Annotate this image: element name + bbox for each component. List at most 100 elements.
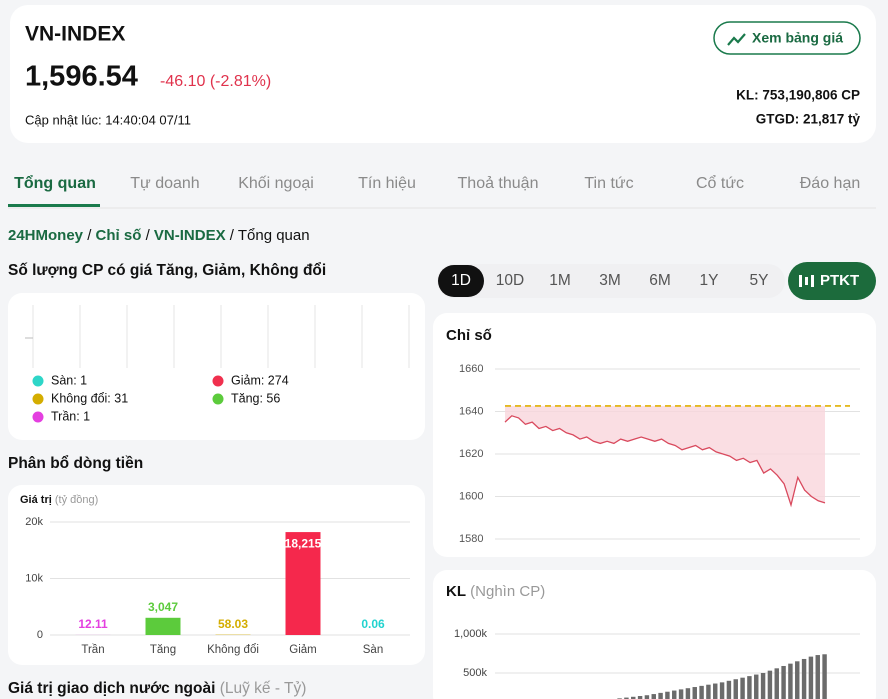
period-active[interactable]: [438, 265, 484, 297]
ptkt-frame[interactable]: [788, 262, 876, 300]
tab[interactable]: Tín hiệu: [358, 175, 416, 192]
y-tick-label: 1640: [459, 405, 483, 417]
bar: [699, 685, 704, 699]
tab[interactable]: Tự doanh: [130, 175, 199, 192]
breadcrumb-link[interactable]: VN-INDEX: [154, 227, 226, 244]
bar: [767, 670, 773, 699]
bar: [788, 663, 793, 699]
bar: [754, 674, 759, 699]
period-button[interactable]: 1D: [451, 272, 471, 289]
bar: [822, 654, 827, 699]
legend-swatch: [212, 393, 224, 405]
bar: [637, 696, 643, 699]
bar: [801, 658, 807, 699]
breadcrumb-link[interactable]: 24HMoney: [8, 227, 84, 244]
index-line: [504, 415, 826, 508]
index-price: 1,596.54: [25, 61, 138, 93]
ptkt-icon[interactable]: [805, 277, 808, 285]
y-tick-label: 1580: [459, 533, 483, 545]
tab[interactable]: Khối ngoại: [238, 175, 314, 192]
bar: [706, 684, 711, 699]
stock-count-card: [8, 293, 425, 440]
x-tick-label: Giảm: [289, 644, 316, 656]
breadcrumb-separator: /: [146, 227, 151, 244]
breadcrumb-separator: /: [87, 227, 92, 244]
bar: [631, 696, 636, 699]
ptkt-button[interactable]: PTKT: [788, 262, 876, 300]
value-label: 58.03: [218, 617, 248, 631]
y-tick-label: 1600: [459, 490, 483, 502]
period-button[interactable]: 5Y: [750, 272, 769, 289]
bar: [760, 673, 766, 699]
header-card: [10, 5, 876, 143]
y-tick-label: 10k: [25, 572, 43, 584]
index-change: -46.10 (-2.81%): [160, 73, 271, 90]
ptkt-icon[interactable]: [811, 275, 814, 287]
value-label: 0.06: [361, 617, 385, 631]
volume-card: [433, 570, 876, 699]
ptkt-icon[interactable]: [799, 275, 802, 287]
section-title: Phân bổ dòng tiền: [8, 455, 143, 472]
axis-title: Giá trị (tỷ đồng): [20, 494, 98, 506]
axis-title-unit: (tỷ đồng): [55, 494, 98, 506]
legend-label: Giảm: 274: [231, 373, 289, 387]
button-frame[interactable]: [713, 21, 861, 55]
total-value: GTGD: 21,817 tỷ: [756, 112, 861, 127]
bar: [644, 695, 650, 699]
x-tick-label: Tăng: [150, 644, 176, 656]
breadcrumb-link[interactable]: Chỉ số: [96, 227, 142, 244]
legend-swatch: [32, 411, 44, 423]
bar: [726, 680, 732, 699]
bar: [651, 694, 656, 699]
period-buttons: 1D 10D 1M 3M 6M 1Y 5Y: [438, 265, 768, 297]
button-label[interactable]: Xem bảng giá: [752, 30, 843, 46]
tab[interactable]: Đáo hạn: [800, 175, 861, 192]
bar: [145, 617, 181, 635]
stock-count-legend: Sàn: 1 Không đổi: 31 Trần: 1 Giảm: 274 Tăng:…: [32, 373, 289, 423]
bar: [815, 655, 820, 699]
breadcrumb: 24HMoney / Chỉ số / VN-INDEX / Tổng quan: [8, 227, 310, 244]
stock-count-grid: [25, 305, 410, 368]
legend-swatch: [212, 375, 224, 387]
y-tick-label: 20k: [25, 516, 43, 528]
tab[interactable]: Cổ tức: [696, 174, 744, 192]
ptkt-label[interactable]: PTKT: [820, 272, 859, 289]
tab[interactable]: Tin tức: [584, 175, 633, 192]
bar: [285, 532, 321, 635]
money-flow-card: [8, 485, 425, 665]
x-tick-label: Sàn: [363, 644, 383, 656]
y-tick-label: 1620: [459, 448, 483, 460]
volume-chart: 500k 1,000k: [454, 628, 860, 699]
bar: [665, 691, 670, 699]
legend-label: Không đổi: 31: [51, 391, 128, 405]
total-volume: KL: 753,190,806 CP: [736, 88, 860, 103]
button-icon[interactable]: [727, 33, 746, 46]
legend-label: Trần: 1: [51, 409, 90, 423]
bar: [658, 692, 663, 699]
period-selector: [437, 264, 785, 298]
bar: [713, 683, 718, 699]
tab[interactable]: Tổng quan: [14, 174, 96, 192]
bar: [795, 661, 800, 699]
period-button[interactable]: 6M: [649, 272, 671, 289]
bar: [740, 677, 745, 699]
bar: [774, 668, 779, 699]
chart-title: KL (Nghìn CP): [446, 583, 545, 600]
bar: [624, 697, 629, 699]
period-button[interactable]: 1M: [549, 272, 571, 289]
bar: [685, 688, 691, 699]
money-flow-chart: 0 10k 20k Trần 12.11 Tăng 3,047 Không đổi 58.03 G…: [25, 516, 410, 656]
section-title: Giá trị giao dịch nước ngoài (Luỹ kế - T…: [8, 680, 306, 697]
bar: [747, 676, 752, 699]
period-button[interactable]: 1Y: [700, 272, 719, 289]
period-button[interactable]: 10D: [496, 272, 524, 289]
volume-title: KL: [446, 583, 466, 600]
legend-label: Tăng: 56: [231, 391, 280, 405]
period-button[interactable]: 3M: [599, 272, 621, 289]
x-tick-label: Không đổi: [207, 644, 259, 656]
price-board-button[interactable]: Xem bảng giá: [713, 21, 861, 55]
tab[interactable]: Thoả thuận: [458, 175, 539, 192]
bar: [678, 689, 684, 699]
axis-title-label: Giá trị: [20, 494, 52, 506]
